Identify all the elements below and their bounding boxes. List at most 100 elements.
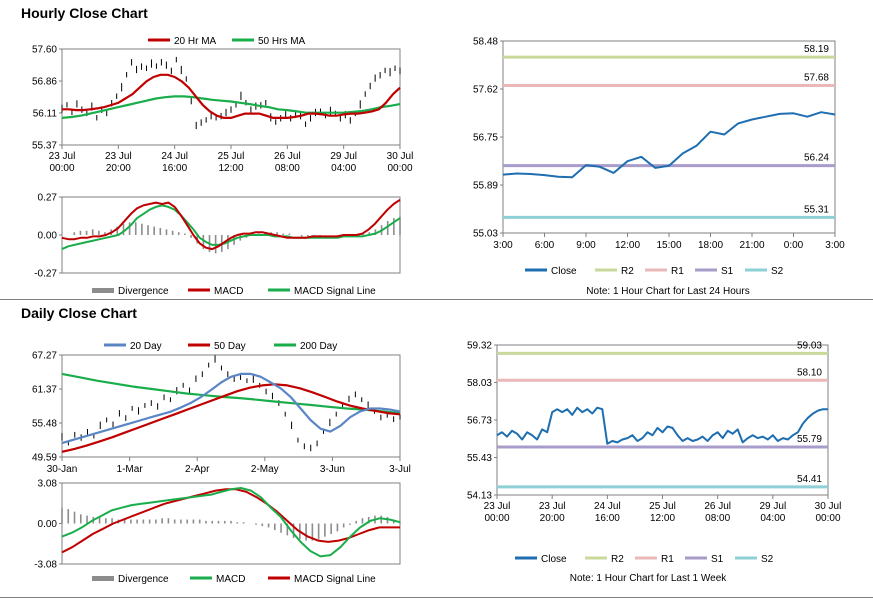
y-tick-label: -0.27 [34, 269, 57, 280]
x-tick-label: 00:00 [815, 513, 840, 524]
x-tick-label: 9:00 [576, 240, 596, 251]
legend-label-r2: R2 [611, 554, 624, 565]
x-tick-label: 15:00 [656, 240, 681, 251]
y-tick-label: 55.03 [473, 229, 498, 240]
series-20-day [61, 372, 401, 445]
y-tick-label: 3.08 [38, 479, 58, 490]
level-label-r2: 59.03 [797, 340, 822, 351]
legend-label-20-day: 20 Day [130, 341, 162, 352]
legend-label-divergence: Divergence [118, 574, 169, 585]
daily-section-title: Daily Close Chart [21, 305, 137, 321]
legend-swatch-divergence [92, 576, 114, 581]
x-tick-label: 04:00 [331, 163, 356, 174]
series-macd [61, 198, 401, 251]
x-tick-label: 24 Jul [161, 151, 188, 162]
series-20hr-ma [62, 73, 401, 120]
x-tick-label: 00:00 [49, 163, 74, 174]
level-label-s2: 55.31 [804, 204, 829, 215]
legend-label-20-hr-ma: 20 Hr MA [174, 36, 217, 47]
y-tick-label: 56.73 [467, 416, 492, 427]
legend-label-close: Close [551, 266, 577, 277]
y-tick-label: 49.59 [32, 453, 57, 464]
x-tick-label: 0:00 [784, 240, 804, 251]
y-tick-label: 56.11 [33, 109, 58, 120]
level-label-s1: 55.79 [797, 434, 822, 445]
x-tick-label: 23 Jul [539, 501, 566, 512]
x-tick-label: 3:00 [825, 240, 845, 251]
x-tick-label: 20:00 [540, 513, 565, 524]
section-divider [0, 299, 873, 300]
y-tick-label: 56.86 [32, 77, 57, 88]
x-tick-label: 30 Jul [387, 151, 414, 162]
level-label-r1: 57.68 [804, 73, 829, 84]
x-tick-label: 04:00 [760, 513, 785, 524]
x-tick-label: 18:00 [698, 240, 723, 251]
x-tick-label: 2-Apr [185, 464, 210, 475]
y-tick-label: 55.89 [473, 181, 498, 192]
legend-label-s2: S2 [771, 266, 784, 277]
legend-label-macd: MACD [216, 574, 245, 585]
level-label-r1: 58.10 [797, 367, 822, 378]
level-label-r2: 58.19 [804, 44, 829, 55]
x-tick-label: 23 Jul [49, 151, 76, 162]
y-tick-label: 56.75 [473, 133, 498, 144]
series-200-day [61, 372, 401, 415]
y-tick-label: 61.37 [32, 385, 57, 396]
x-tick-label: 3-Jul [389, 464, 411, 475]
legend-swatch-divergence [92, 288, 114, 293]
series-macd-signal [61, 204, 401, 251]
x-tick-label: 12:00 [650, 513, 675, 524]
x-tick-label: 23 Jul [484, 501, 511, 512]
x-tick-label: 30-Jan [47, 464, 78, 475]
x-tick-label: 16:00 [162, 163, 187, 174]
y-tick-label: 55.37 [32, 141, 57, 152]
y-tick-label: 0.00 [38, 519, 58, 530]
level-label-s1: 56.24 [804, 153, 829, 164]
x-tick-label: 3:00 [493, 240, 513, 251]
legend-label-r1: R1 [661, 554, 674, 565]
x-tick-label: 12:00 [615, 240, 640, 251]
x-tick-label: 29 Jul [759, 501, 786, 512]
x-tick-label: 20:00 [106, 163, 131, 174]
x-tick-label: 6:00 [535, 240, 555, 251]
y-tick-label: 55.48 [32, 419, 57, 430]
legend-label-macd-signal-line: MACD Signal Line [294, 574, 376, 585]
x-tick-label: 23 Jul [105, 151, 132, 162]
bottom-divider [0, 597, 873, 598]
x-tick-label: 08:00 [705, 513, 730, 524]
legend-label-s2: S2 [761, 554, 774, 565]
plot-area [61, 48, 401, 146]
legend-label-s1: S1 [711, 554, 724, 565]
y-tick-label: 57.62 [473, 85, 498, 96]
y-tick-label: 0.00 [38, 231, 58, 242]
series-50-day [61, 383, 401, 453]
hourly-section-title: Hourly Close Chart [21, 5, 148, 21]
x-tick-label: 3-Jun [320, 464, 345, 475]
legend-label-macd: MACD [214, 286, 243, 297]
y-tick-label: 57.60 [32, 45, 57, 56]
x-tick-label: 25 Jul [218, 151, 245, 162]
x-tick-label: 26 Jul [274, 151, 301, 162]
legend-label-50-hrs-ma: 50 Hrs MA [258, 36, 306, 47]
y-tick-label: 54.13 [467, 491, 492, 502]
chart-note: Note: 1 Hour Chart for Last 24 Hours [586, 286, 749, 297]
x-tick-label: 30 Jul [815, 501, 842, 512]
legend-label-r1: R1 [671, 266, 684, 277]
series-macd [61, 487, 401, 558]
plot-area [502, 40, 836, 234]
legend-label-macd-signal-line: MACD Signal Line [294, 286, 376, 297]
x-tick-label: 08:00 [275, 163, 300, 174]
x-tick-label: 29 Jul [330, 151, 357, 162]
y-tick-label: 0.27 [38, 193, 58, 204]
y-tick-label: -3.08 [34, 560, 57, 571]
series-50hr-ma [61, 95, 401, 119]
x-tick-label: 12:00 [218, 163, 243, 174]
x-tick-label: 00:00 [484, 513, 509, 524]
legend-label-r2: R2 [621, 266, 634, 277]
legend-label-close: Close [541, 554, 567, 565]
legend-label-200-day: 200 Day [300, 341, 337, 352]
legend-label-s1: S1 [721, 266, 734, 277]
plot-area [496, 344, 829, 496]
x-tick-label: 00:00 [387, 163, 412, 174]
